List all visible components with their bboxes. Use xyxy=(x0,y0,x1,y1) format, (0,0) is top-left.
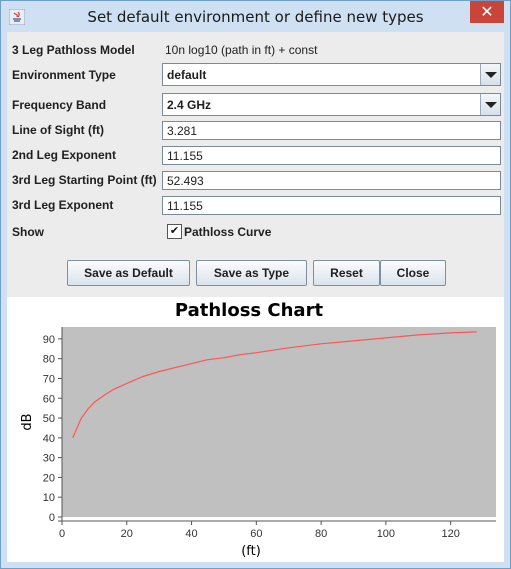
close-window-button[interactable]: ✕ xyxy=(470,1,504,23)
x-axis-label: (ft) xyxy=(241,544,261,559)
y-tick-label: 60 xyxy=(43,393,55,405)
leg3-start-label: 3rd Leg Starting Point (ft) xyxy=(12,173,157,187)
x-tick-label: 120 xyxy=(441,528,459,540)
y-tick-label: 80 xyxy=(43,354,55,366)
pathloss-chart: Pathloss Chart 0 10 20 30 40 50 60 70 80 90 0 20 40 60… xyxy=(20,300,496,559)
show-label: Show xyxy=(12,225,44,239)
pathloss-chart-panel: Pathloss Chart 0 10 20 30 40 50 60 70 80 90 0 20 40 60… xyxy=(7,297,504,562)
x-tick-label: 40 xyxy=(185,528,197,540)
y-tick-label: 90 xyxy=(43,334,55,346)
model-label: 3 Leg Pathloss Model xyxy=(12,43,135,57)
leg3-start-row: 3rd Leg Starting Point (ft) 52.493 xyxy=(12,171,501,193)
x-tick-label: 60 xyxy=(250,528,262,540)
x-tick-label: 80 xyxy=(315,528,327,540)
x-tick-label: 20 xyxy=(121,528,133,540)
chevron-down-icon xyxy=(485,72,497,78)
leg3-row: 3rd Leg Exponent 11.155 xyxy=(12,196,501,218)
frequency-band-value: 2.4 GHz xyxy=(167,98,212,112)
y-tick-label: 10 xyxy=(43,492,55,504)
y-tick-label: 70 xyxy=(43,373,55,385)
leg3-exponent-value: 11.155 xyxy=(167,199,203,213)
leg2-exponent-field[interactable]: 11.155 xyxy=(162,146,501,165)
close-button[interactable]: Close xyxy=(380,260,446,286)
leg2-row: 2nd Leg Exponent 11.155 xyxy=(12,146,501,168)
save-as-type-button[interactable]: Save as Type xyxy=(196,260,307,286)
frequency-band-select[interactable]: 2.4 GHz xyxy=(162,93,501,116)
leg3-exponent-label: 3rd Leg Exponent xyxy=(12,198,114,212)
y-tick-label: 40 xyxy=(43,433,55,445)
environment-type-select[interactable]: default xyxy=(162,63,501,86)
environment-type-value: default xyxy=(167,68,207,82)
pathloss-series-line xyxy=(72,331,477,439)
environment-label: Environment Type xyxy=(12,68,116,82)
leg3-exponent-field[interactable]: 11.155 xyxy=(162,196,501,215)
dialog-content: 3 Leg Pathloss Model 10n log10 (path in … xyxy=(7,32,504,562)
y-tick-label: 20 xyxy=(43,472,55,484)
leg2-exponent-value: 11.155 xyxy=(167,149,203,163)
y-axis-label: dB xyxy=(20,413,35,430)
save-as-default-button[interactable]: Save as Default xyxy=(67,260,190,286)
environment-row: Environment Type default xyxy=(12,63,501,86)
chevron-down-icon xyxy=(485,102,497,108)
line-of-sight-row: Line of Sight (ft) 3.281 xyxy=(12,121,501,143)
java-app-icon xyxy=(9,9,25,25)
line-of-sight-label: Line of Sight (ft) xyxy=(12,123,104,137)
model-row: 3 Leg Pathloss Model 10n log10 (path in … xyxy=(12,39,500,61)
y-tick-label: 50 xyxy=(43,413,55,425)
reset-button[interactable]: Reset xyxy=(313,260,380,286)
model-formula: 10n log10 (path in ft) + const xyxy=(165,43,318,57)
leg2-exponent-label: 2nd Leg Exponent xyxy=(12,148,117,162)
leg3-start-value: 52.493 xyxy=(167,174,204,188)
frequency-row: Frequency Band 2.4 GHz xyxy=(12,93,501,116)
window-title: Set default environment or define new ty… xyxy=(87,8,424,26)
x-tick-label: 100 xyxy=(377,528,395,540)
y-tick-label: 30 xyxy=(43,453,55,465)
environment-dropdown-button[interactable] xyxy=(480,64,500,85)
frequency-dropdown-button[interactable] xyxy=(480,94,500,115)
line-of-sight-field[interactable]: 3.281 xyxy=(162,121,501,140)
title-bar[interactable]: Set default environment or define new ty… xyxy=(1,1,510,31)
x-tick-label: 0 xyxy=(59,528,65,540)
chart-title: Pathloss Chart xyxy=(175,300,324,321)
frequency-label: Frequency Band xyxy=(12,98,107,112)
line-of-sight-value: 3.281 xyxy=(167,124,198,138)
pathloss-curve-label[interactable]: Pathloss Curve xyxy=(184,225,272,239)
show-row: Show ✔ Pathloss Curve xyxy=(12,221,500,243)
leg3-start-field[interactable]: 52.493 xyxy=(162,171,501,190)
plot-background xyxy=(62,327,496,517)
y-tick-label: 0 xyxy=(49,512,55,524)
pathloss-curve-checkbox[interactable]: ✔ xyxy=(167,224,182,239)
